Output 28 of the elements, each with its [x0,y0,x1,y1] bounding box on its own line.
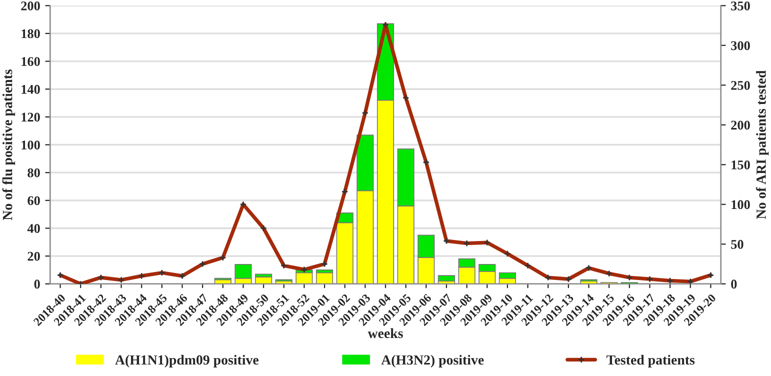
y2-tick-label: 350 [731,1,750,10]
y2-tick-label: 150 [732,160,750,170]
bar [316,272,334,284]
y-tick-label: 140 [22,84,40,94]
y2-tick-label: 250 [731,80,750,90]
y-tick-label: 160 [22,57,40,66]
y-tick-label: 200 [21,1,40,10]
bar [296,272,313,284]
y2-tick-label: 0 [731,280,737,289]
y-tick-label: 0 [34,280,40,289]
y-tick-label: 120 [22,112,40,122]
y2-axis-title: No of ARI patients tested [756,70,769,219]
y-tick-label: 20 [28,252,40,261]
y2-tick-label: 300 [731,41,750,50]
x-axis-title: weeks [368,328,403,338]
legend-label: Tested patients [606,354,695,368]
y2-tick-label: 100 [732,200,750,210]
y2-tick-label: 200 [731,120,750,130]
bar [438,275,456,282]
y-tick-label: 60 [28,196,40,206]
legend-label: A(H3N2) positive [381,354,484,368]
y-tick-label: 100 [22,140,40,150]
y-tick-label: 80 [28,168,40,178]
y-tick-label: 40 [27,224,40,233]
legend-label: A(H1N1)pdm09 positive [115,354,259,368]
y-axis-title: No of flu positive patients [2,69,16,220]
y-tick-label: 180 [22,29,40,38]
y2-tick-label: 50 [731,240,744,249]
